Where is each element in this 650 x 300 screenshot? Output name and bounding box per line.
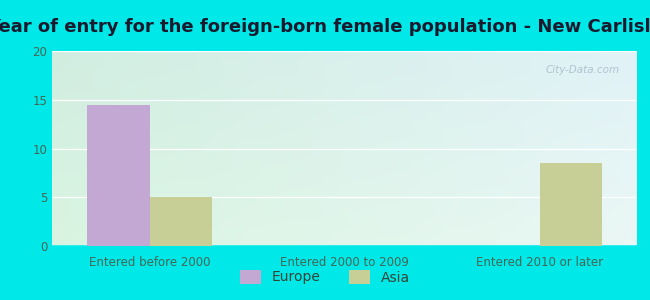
Bar <box>87 105 150 246</box>
Text: Year of entry for the foreign-born female population - New Carlisle: Year of entry for the foreign-born femal… <box>0 18 650 36</box>
Bar <box>150 197 212 246</box>
Text: City-Data.com: City-Data.com <box>545 64 619 75</box>
Bar <box>540 163 602 246</box>
Legend: Europe, Asia: Europe, Asia <box>235 264 415 290</box>
